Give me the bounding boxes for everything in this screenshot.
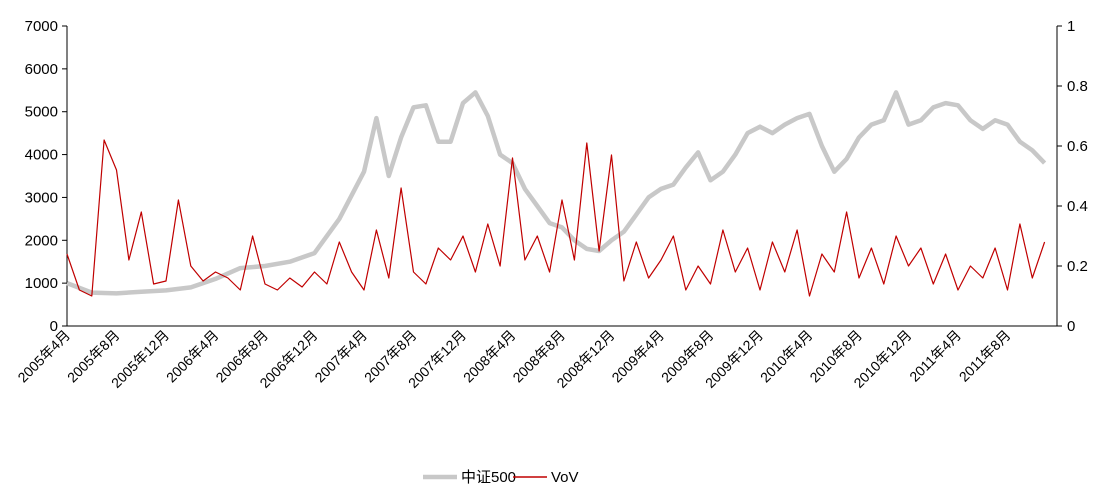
series-layer [66,90,1047,297]
x-tick-label: 2011年8月 [956,327,1014,385]
right-y-tick-label: 0.2 [1067,258,1088,275]
x-tick-label: 2007年4月 [311,327,370,386]
right-y-tick-label: 0.8 [1067,78,1088,95]
right-y-tick-label: 0 [1067,318,1075,335]
legend: 中证500 VoV [423,469,579,486]
left-y-tick-label: 2000 [25,232,58,249]
left-y-tick-label: 1000 [25,275,58,292]
series-line-vov [66,139,1046,297]
right-y-tick-label: 0.6 [1067,138,1088,155]
x-tick-label: 2010年4月 [757,327,816,386]
left-y-tick-label: 7000 [25,18,58,35]
x-tick-label: 2006年4月 [163,327,222,386]
x-tick-label: 2008年4月 [460,327,519,386]
x-tick-label: 2005年4月 [14,327,73,386]
left-y-tick-label: 0 [50,318,58,335]
right-y-tick-label: 1 [1067,18,1075,35]
legend-label-vov: VoV [551,469,579,486]
axes: 0 1000 2000 3000 4000 5000 6000 7000 0 0.2 0.4 0.6 0… [25,18,1088,335]
series-line-csi500 [66,90,1047,296]
left-y-tick-label: 3000 [25,189,58,206]
legend-label-csi500: 中证500 [461,469,516,486]
left-y-tick-label: 5000 [25,104,58,121]
x-tick-label: 2011年4月 [906,327,964,385]
x-tick-label: 2009年4月 [608,327,667,386]
x-axis-tick-labels: 2005年4月2005年8月2005年12月2006年4月2006年8月2006… [14,327,1013,391]
right-y-tick-label: 0.4 [1067,198,1088,215]
left-y-tick-label: 6000 [25,61,58,78]
left-y-tick-label: 4000 [25,147,58,164]
